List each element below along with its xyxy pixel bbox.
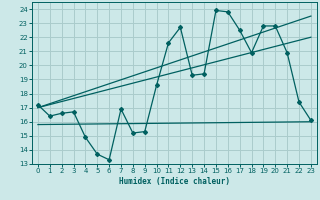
X-axis label: Humidex (Indice chaleur): Humidex (Indice chaleur) <box>119 177 230 186</box>
